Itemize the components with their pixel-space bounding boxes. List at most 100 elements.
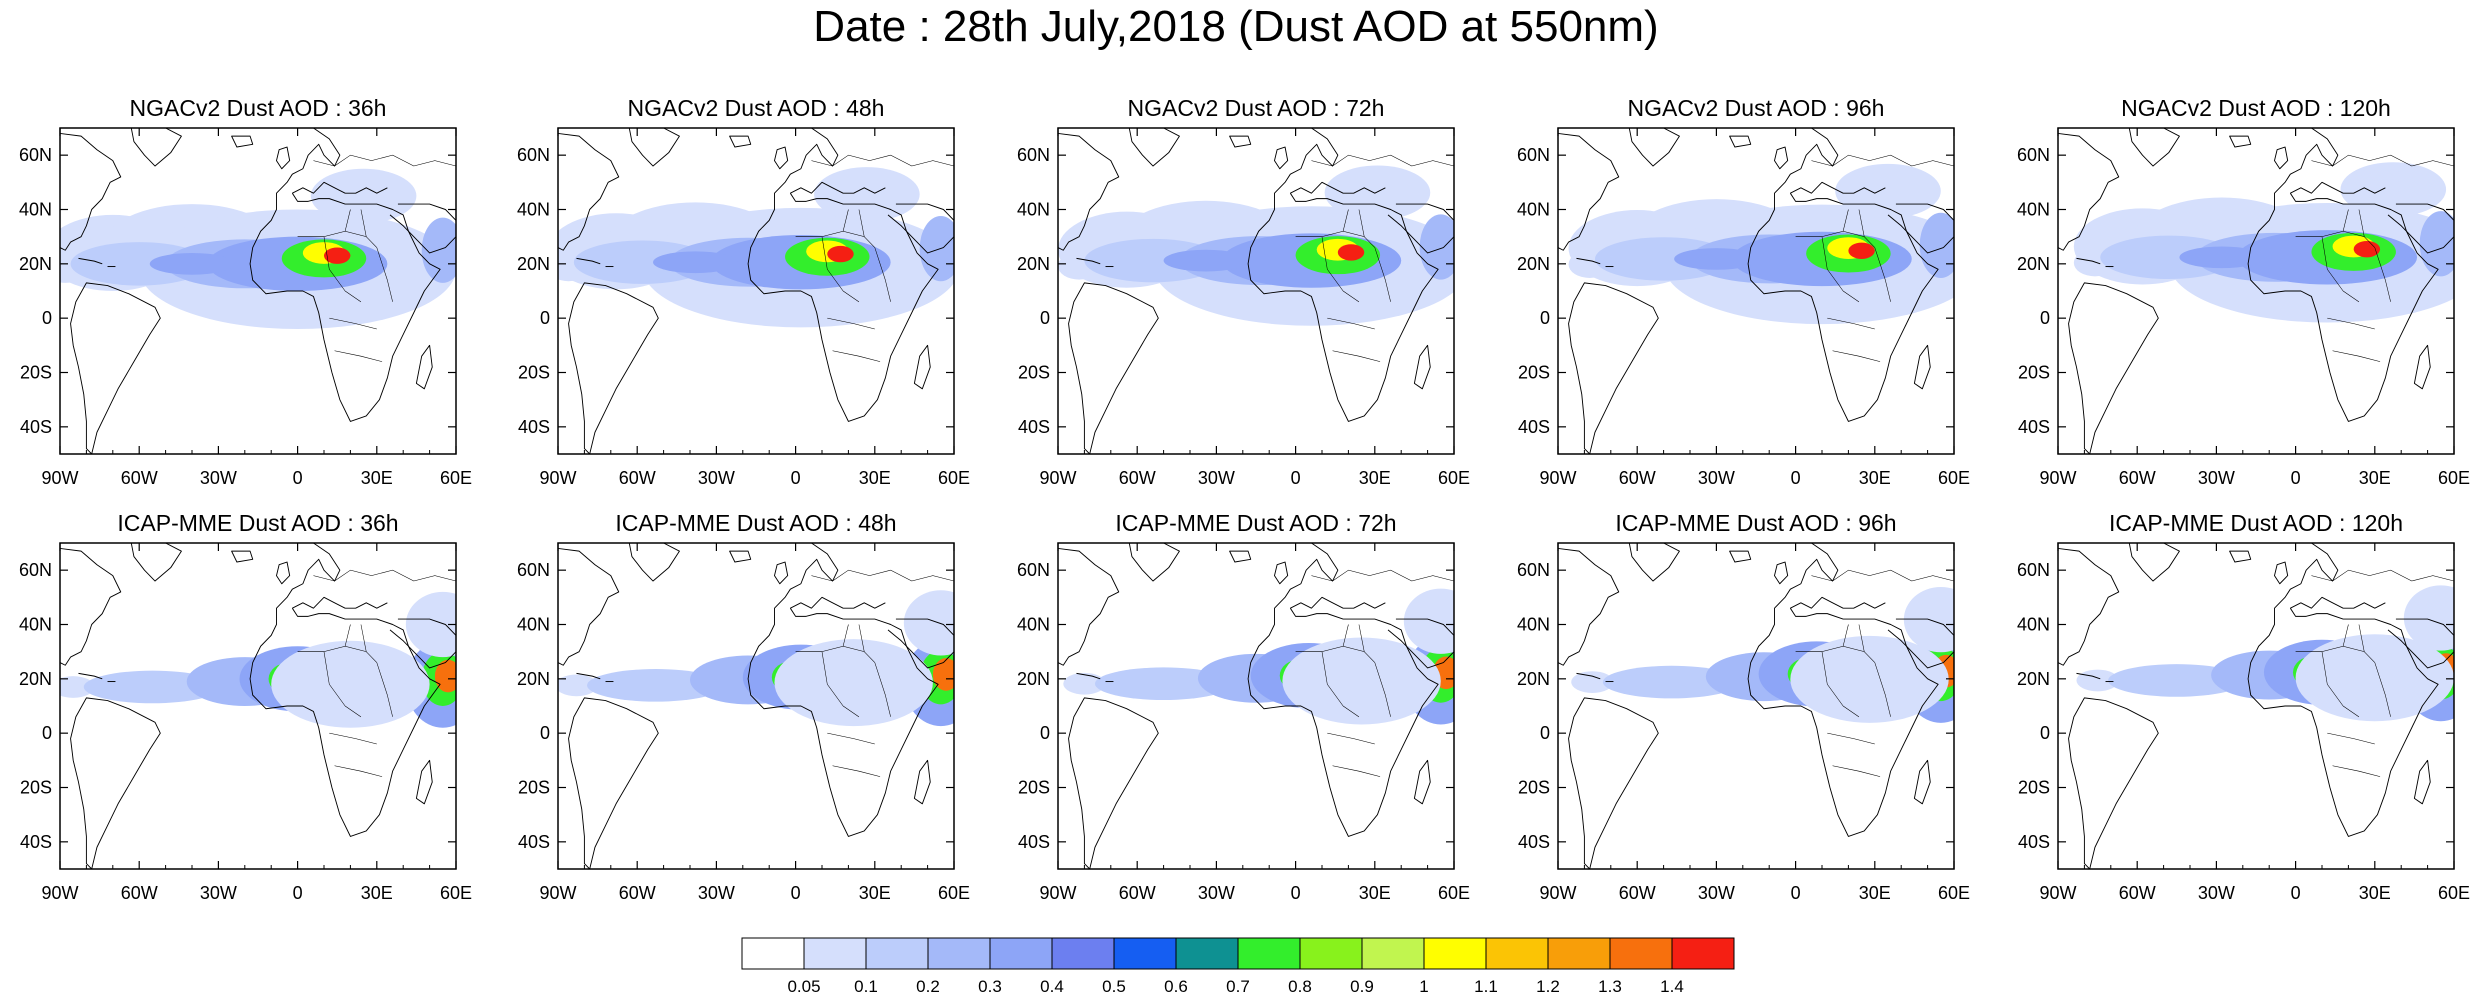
lat-tick-label: 40S [1518, 832, 1550, 852]
colorbar-label: 0.9 [1350, 977, 1374, 995]
map-panel: ICAP-MME Dust AOD : 36h 90W 60W 30W 0 30E 60E 6… [19, 510, 472, 903]
dust-aod-contour [1282, 637, 1441, 725]
lat-tick-label: 0 [42, 308, 52, 328]
lat-tick-label: 60N [2017, 145, 2050, 165]
lat-tick-label: 20N [1517, 669, 1550, 689]
colorbar-swatch [803, 937, 867, 970]
lat-tick-label: 60N [2017, 560, 2050, 580]
colorbar-swatch [1361, 937, 1425, 970]
lat-tick-label: 40N [517, 615, 550, 635]
colorbar-swatch [865, 937, 929, 970]
lon-tick-label: 60E [2438, 883, 2470, 903]
lat-tick-label: 20S [2018, 363, 2050, 383]
dust-aod-contour [1848, 242, 1875, 259]
lon-tick-label: 30E [2359, 468, 2391, 488]
dust-aod-contour [2403, 585, 2454, 651]
lon-tick-label: 0 [1291, 883, 1301, 903]
panel-title: ICAP-MME Dust AOD : 72h [1115, 510, 1396, 536]
lon-tick-label: 30E [859, 468, 891, 488]
dust-aod-contour [2419, 211, 2454, 277]
dust-aod-contour [421, 217, 456, 283]
map-panel: ICAP-MME Dust AOD : 120h 90W 60W 30W 0 30E 60E… [2017, 510, 2470, 903]
lon-tick-label: 30E [859, 883, 891, 903]
lat-tick-label: 20S [1018, 778, 1050, 798]
lat-tick-label: 0 [1040, 723, 1050, 743]
lon-tick-label: 30W [1698, 883, 1735, 903]
lon-tick-label: 0 [1791, 468, 1801, 488]
map-frame [59, 127, 457, 455]
lon-tick-label: 60E [1938, 468, 1970, 488]
dust-aod-contour [1571, 671, 1614, 693]
lon-tick-label: 30W [2198, 468, 2235, 488]
dust-aod-contour [2108, 664, 2246, 697]
lat-tick-label: 40S [20, 832, 52, 852]
lat-tick-label: 40S [1518, 417, 1550, 437]
lat-tick-label: 40N [1517, 615, 1550, 635]
lat-tick-label: 60N [19, 145, 52, 165]
lon-tick-label: 60W [619, 468, 656, 488]
dust-aod-contour [903, 590, 954, 656]
colorbar-label: 0.6 [1164, 977, 1188, 995]
panel-title: NGACv2 Dust AOD : 96h [1628, 95, 1885, 121]
dust-aod-contour [1337, 244, 1365, 261]
colorbar-label: 0.7 [1226, 977, 1250, 995]
panel-title: NGACv2 Dust AOD : 72h [1128, 95, 1385, 121]
dust-aod-contour [405, 591, 456, 658]
colorbar-label: 1 [1419, 977, 1428, 995]
dust-aod-contour [814, 167, 920, 222]
lon-tick-label: 0 [2291, 883, 2301, 903]
lon-tick-label: 30W [200, 468, 237, 488]
lat-tick-label: 0 [540, 308, 550, 328]
lat-tick-label: 40S [20, 417, 52, 437]
lon-tick-label: 60E [1438, 883, 1470, 903]
colorbar-label: 0.3 [978, 977, 1002, 995]
lon-tick-label: 60W [121, 468, 158, 488]
colorbar-swatch [1237, 937, 1301, 970]
dust-aod-contour [1602, 665, 1741, 699]
lon-tick-label: 60W [619, 883, 656, 903]
map-frame [59, 542, 457, 870]
lat-tick-label: 60N [1017, 145, 1050, 165]
lon-tick-label: 90W [1539, 468, 1576, 488]
dust-aod-contour [2295, 634, 2454, 722]
dust-aod-contour [558, 674, 598, 697]
lon-tick-label: 30E [2359, 883, 2391, 903]
colorbar-label: 1.2 [1536, 977, 1560, 995]
lat-tick-label: 60N [1517, 560, 1550, 580]
dust-aod-contour [774, 639, 933, 727]
lat-tick-label: 60N [1517, 145, 1550, 165]
map-panel: NGACv2 Dust AOD : 72h 90W 60W 30W 0 30E 60E 60N… [1017, 95, 1470, 488]
map-panel: NGACv2 Dust AOD : 36h 90W 60W 30W 0 30E 60E 60N… [19, 95, 472, 488]
dust-aod-contour [60, 676, 95, 698]
lat-tick-label: 40S [2018, 832, 2050, 852]
lat-tick-label: 20N [19, 669, 52, 689]
lat-tick-label: 20S [20, 778, 52, 798]
lon-tick-label: 60E [440, 468, 472, 488]
lat-tick-label: 60N [517, 145, 550, 165]
lon-tick-label: 90W [2039, 468, 2076, 488]
lon-tick-label: 60E [1938, 883, 1970, 903]
map-frame [2057, 127, 2455, 455]
dust-aod-contour [2353, 241, 2381, 258]
lat-tick-label: 20N [517, 669, 550, 689]
dust-aod-contour [1324, 165, 1431, 220]
lon-tick-label: 60E [440, 883, 472, 903]
colorbar-swatch [1423, 937, 1487, 970]
lat-tick-label: 40S [518, 417, 550, 437]
lat-tick-label: 40S [1018, 832, 1050, 852]
lat-tick-label: 40S [518, 832, 550, 852]
lon-tick-label: 30W [1198, 468, 1235, 488]
lon-tick-label: 30E [1859, 468, 1891, 488]
colorbar-label: 1.1 [1474, 977, 1498, 995]
lon-tick-label: 30W [698, 468, 735, 488]
lat-tick-label: 60N [19, 560, 52, 580]
dust-aod-contour [271, 640, 430, 728]
lat-tick-label: 20S [2018, 778, 2050, 798]
dust-aod-contour [653, 251, 738, 274]
map-panel: NGACv2 Dust AOD : 120h 90W 60W 30W 0 30E 60E 60… [2017, 95, 2470, 488]
dust-aod-contour [919, 216, 954, 282]
dust-aod-contour [1063, 672, 1106, 695]
lat-tick-label: 60N [517, 560, 550, 580]
lon-tick-label: 30E [1859, 883, 1891, 903]
